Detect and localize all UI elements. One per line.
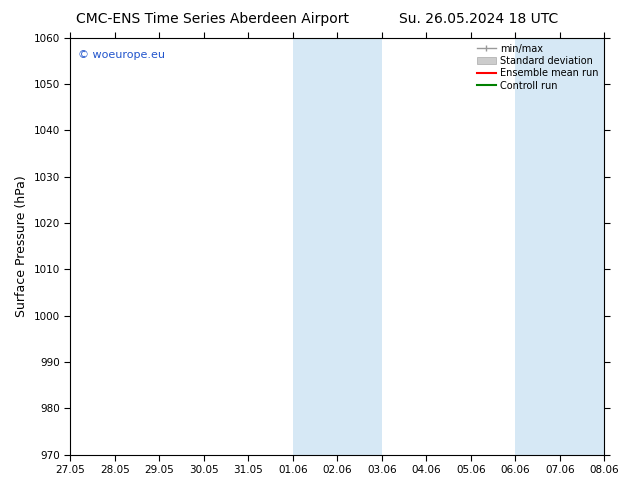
Y-axis label: Surface Pressure (hPa): Surface Pressure (hPa) bbox=[15, 175, 28, 317]
Bar bbox=[515, 38, 604, 455]
Bar bbox=[293, 38, 382, 455]
Text: © woeurope.eu: © woeurope.eu bbox=[78, 50, 165, 60]
Text: Su. 26.05.2024 18 UTC: Su. 26.05.2024 18 UTC bbox=[399, 12, 558, 26]
Legend: min/max, Standard deviation, Ensemble mean run, Controll run: min/max, Standard deviation, Ensemble me… bbox=[472, 40, 602, 95]
Text: CMC-ENS Time Series Aberdeen Airport: CMC-ENS Time Series Aberdeen Airport bbox=[76, 12, 349, 26]
